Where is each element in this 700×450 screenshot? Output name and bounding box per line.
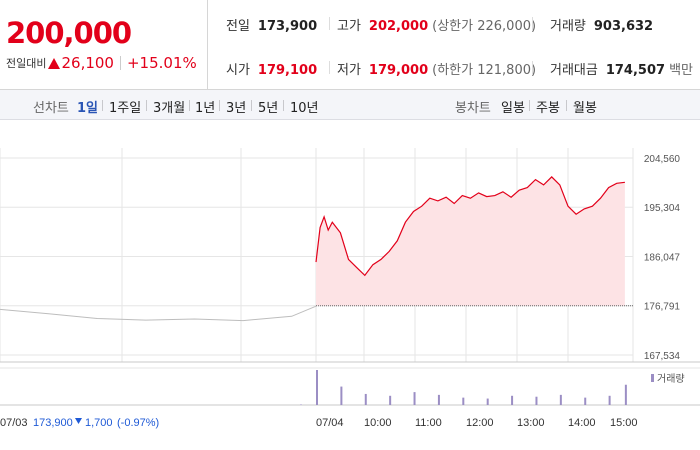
divider [189,100,190,111]
stat-label: 거래대금 [550,63,598,78]
y-axis-ticks: 204,560 195,304 186,047 176,791 167,534 [644,154,681,362]
volume-bar [584,397,587,405]
tab-3-months[interactable]: 3개월 [153,101,186,116]
stat-label: 거래량 [550,19,586,34]
divider [532,17,533,30]
prev-day-change: 1,700 [85,417,113,429]
x-tick-label: 11:00 [415,417,442,429]
stat-value: 173,900 [257,19,318,34]
tab-daily-candle[interactable]: 일봉 [501,101,525,116]
divider [329,61,330,74]
stat-high: 고가 202,000 (상한가 226,000) [337,15,536,34]
candle-chart-label: 봉차트 [455,101,491,116]
prev-day-line [0,305,317,322]
divider [283,100,284,111]
x-tick-label: 10:00 [364,417,392,429]
y-tick-label: 176,791 [644,302,681,313]
y-tick-label: 204,560 [644,154,681,165]
tab-10-years[interactable]: 10년 [290,101,319,116]
x-tick-label: 15:00 [610,417,638,429]
volume-bar [389,395,392,405]
tab-monthly-candle[interactable]: 월봉 [573,101,597,116]
prev-day-change-pct: (-0.97%) [117,417,159,429]
stat-prev-close: 전일 173,900 [226,15,317,34]
prev-day-close: 173,900 [33,417,73,429]
stat-sub: 백만 [669,63,693,78]
tab-5-years[interactable]: 5년 [258,101,279,116]
x-axis-labels: 07/03 07/04 10:00 11:00 12:00 13:00 14:00 15:00 [0,417,638,429]
tab-3-years[interactable]: 3년 [226,101,247,116]
volume-bar [340,386,343,405]
volume-bar [511,395,514,405]
stat-sub: (하한가 121,800) [432,63,537,78]
stat-sub: (상한가 226,000) [432,19,537,34]
change-percent: +15.01% [126,54,197,72]
stat-open: 시가 179,100 [226,59,317,78]
y-tick-label: 195,304 [644,203,681,214]
tab-1-day[interactable]: 1일 [77,101,99,116]
stat-label: 시가 [226,63,250,78]
tab-1-week[interactable]: 1주일 [109,101,142,116]
volume-bar [624,384,627,405]
stat-value: 179,100 [257,63,318,78]
divider [566,100,567,111]
stat-value: 179,000 [368,63,429,78]
volume-bar [413,392,416,405]
price-area-fill [316,176,625,306]
x-tick-label: 07/03 [0,417,28,429]
divider [102,100,103,111]
divider [532,61,533,74]
x-tick-label: 14:00 [568,417,596,429]
stat-value: 903,632 [593,19,654,34]
volume-bar [364,393,367,405]
stat-label: 저가 [337,63,361,78]
price-line [315,176,625,277]
volume-bars [300,370,627,405]
divider [529,100,530,111]
divider [219,100,220,111]
volume-bar [462,397,465,405]
line-chart-label: 선차트 [33,101,69,116]
change-label: 전일대비 [6,57,47,70]
stat-volume: 거래량 903,632 [550,15,653,34]
stat-label: 고가 [337,19,361,34]
volume-bar [608,395,611,405]
y-tick-label: 186,047 [644,253,681,264]
volume-bar [535,396,538,405]
price-box: 200,000 전일대비 26,100 +15.01% [0,0,208,90]
up-triangle-icon [48,57,61,69]
chart-toolbar: 선차트 1일 1주일 3개월 1년 3년 5년 10년 봉차트 일봉 주봉 월봉 [0,90,700,120]
volume-legend-swatch-icon [651,374,654,382]
divider [329,17,330,30]
stat-low: 저가 179,000 (하한가 121,800) [337,59,536,78]
volume-legend-label: 거래량 [657,373,685,385]
tab-1-year[interactable]: 1년 [195,101,216,116]
x-tick-label: 12:00 [466,417,494,429]
current-price: 200,000 [6,16,132,50]
prev-day-info: 173,900 1,700 (-0.97%) [33,417,159,429]
divider [251,100,252,111]
volume-bar [316,370,318,405]
down-triangle-icon [75,418,82,424]
y-tick-label: 167,534 [644,351,681,362]
stock-summary: 200,000 전일대비 26,100 +15.01% 전일 173,900 고가… [0,0,700,90]
tab-weekly-candle[interactable]: 주봉 [536,101,560,116]
stat-value: 202,000 [368,19,429,34]
volume-bar [486,398,489,405]
stat-value: 174,507 [605,63,666,78]
x-tick-label: 07/04 [316,417,344,429]
volume-bar [437,394,440,405]
divider [146,100,147,111]
change-value: 26,100 [61,54,114,72]
change-row: 전일대비 26,100 +15.01% [6,54,197,72]
stat-label: 전일 [226,19,250,34]
volume-bar [559,394,562,405]
x-tick-label: 13:00 [517,417,545,429]
stat-trade-value: 거래대금 174,507 백만 [550,59,693,78]
divider [119,56,121,70]
